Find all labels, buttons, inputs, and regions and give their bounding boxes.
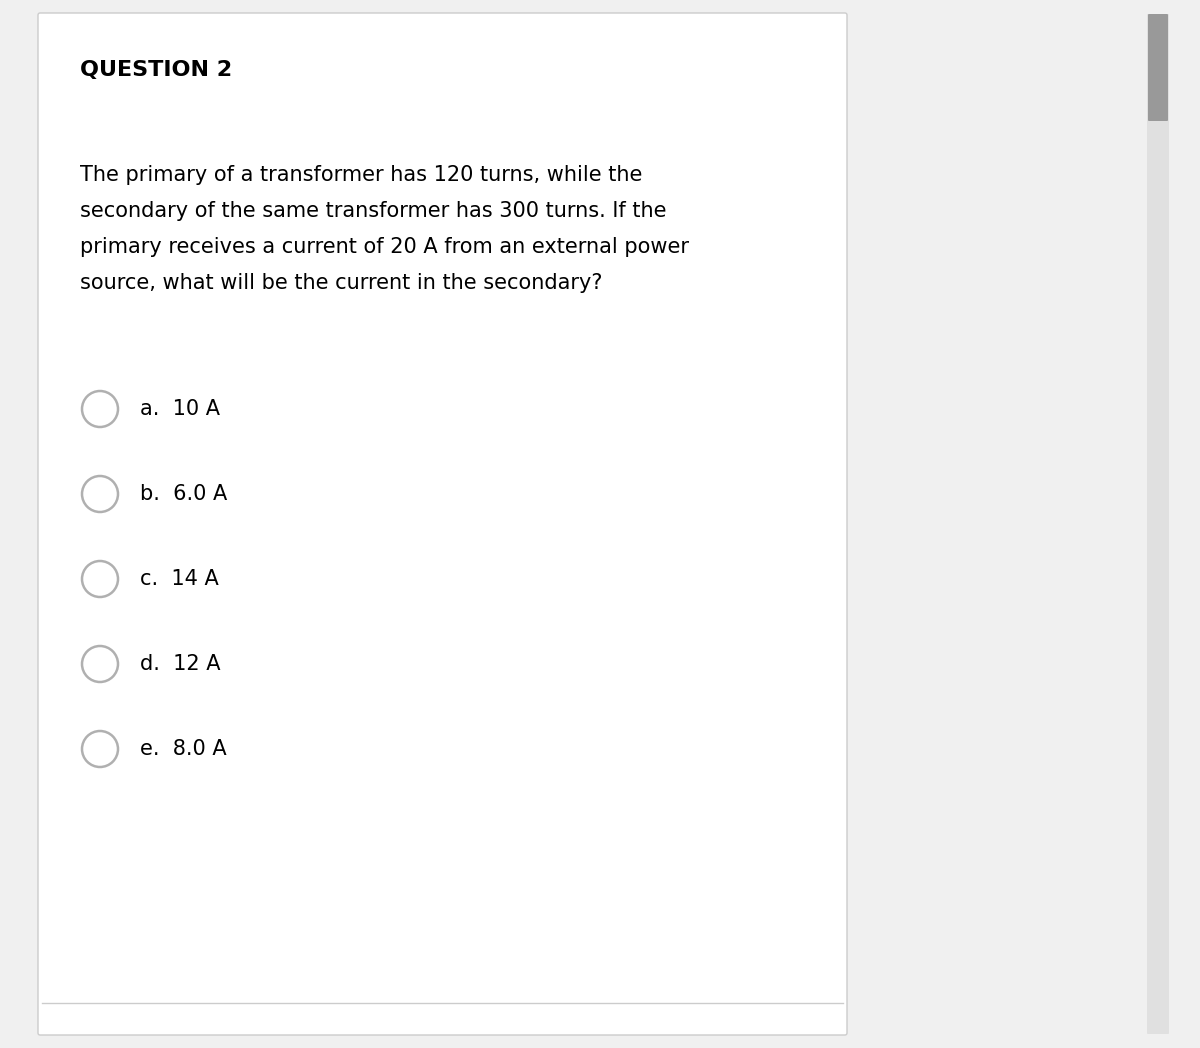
FancyBboxPatch shape [38,13,847,1035]
Text: The primary of a transformer has 120 turns, while the: The primary of a transformer has 120 tur… [80,165,642,185]
Text: secondary of the same transformer has 300 turns. If the: secondary of the same transformer has 30… [80,201,666,221]
Text: source, what will be the current in the secondary?: source, what will be the current in the … [80,272,602,293]
Text: b.  6.0 A: b. 6.0 A [140,484,227,504]
Text: a.  10 A: a. 10 A [140,399,220,419]
Text: d.  12 A: d. 12 A [140,654,221,674]
Text: QUESTION 2: QUESTION 2 [80,60,232,80]
Text: e.  8.0 A: e. 8.0 A [140,739,227,759]
Text: c.  14 A: c. 14 A [140,569,218,589]
FancyBboxPatch shape [1147,14,1169,1034]
Text: primary receives a current of 20 A from an external power: primary receives a current of 20 A from … [80,237,689,257]
FancyBboxPatch shape [1148,14,1168,121]
